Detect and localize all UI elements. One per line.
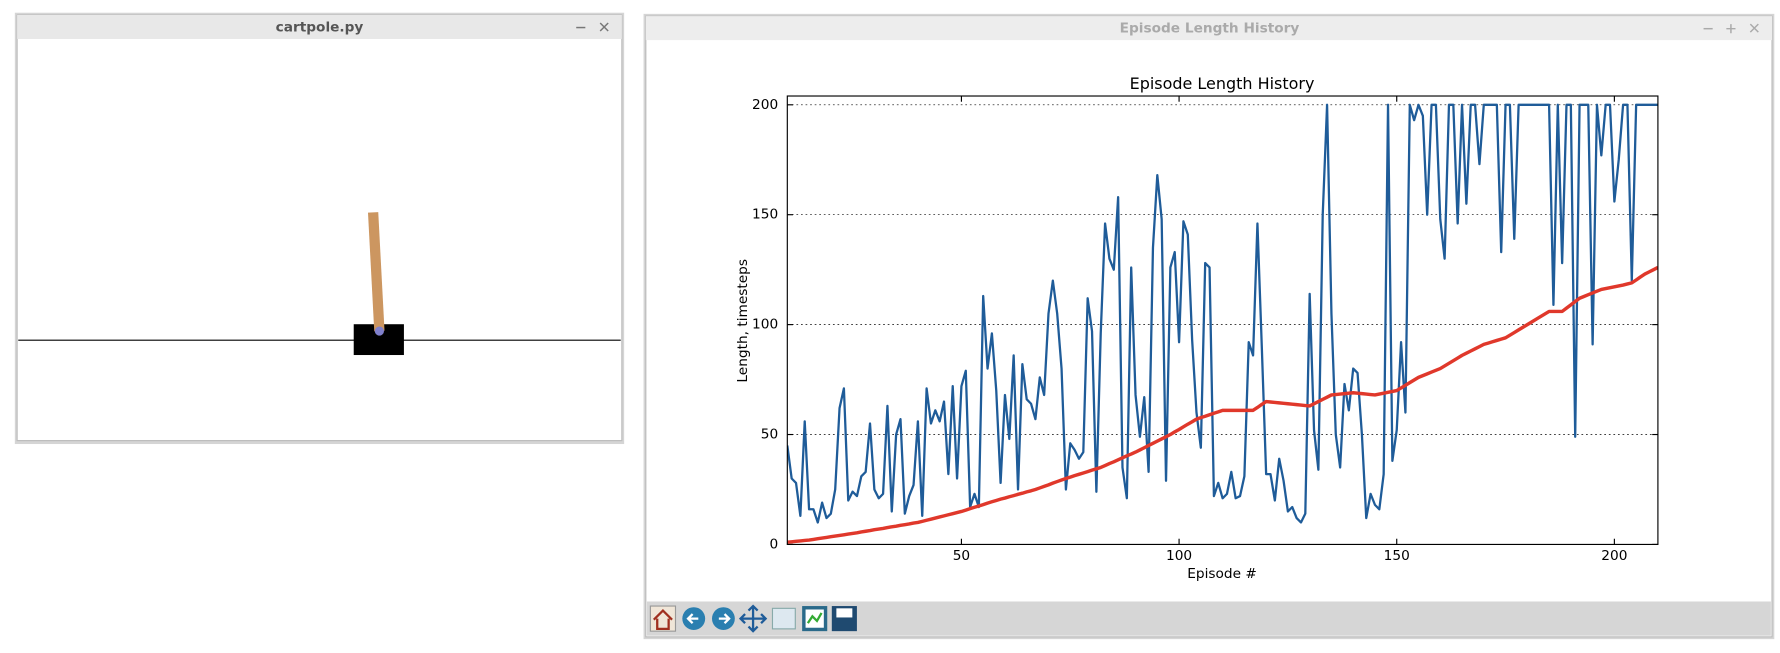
close-button[interactable] bbox=[1749, 23, 1759, 33]
x-tick-label: 200 bbox=[1601, 548, 1627, 564]
home-icon bbox=[653, 609, 673, 631]
series-line bbox=[787, 265, 1658, 544]
close-button[interactable] bbox=[599, 22, 609, 32]
y-tick-label: 200 bbox=[752, 97, 778, 113]
y-axis-label: Length, timesteps bbox=[735, 259, 751, 383]
window-title: cartpole.py bbox=[276, 20, 364, 36]
back-icon bbox=[686, 613, 699, 624]
window-title: Episode Length History bbox=[1120, 21, 1300, 37]
pan-button[interactable] bbox=[738, 604, 768, 633]
title-bar bbox=[17, 15, 622, 39]
window-frame bbox=[645, 15, 1773, 638]
chart: Episode Length History Episode # Length,… bbox=[735, 74, 1659, 582]
x-tick-label: 100 bbox=[1166, 548, 1192, 564]
y-tick-label: 50 bbox=[761, 427, 778, 443]
pole bbox=[367, 212, 385, 332]
y-tick-label: 100 bbox=[752, 317, 778, 333]
toolbar-buttons bbox=[649, 604, 857, 633]
y-tick-label: 150 bbox=[752, 207, 778, 223]
window-frame bbox=[16, 14, 623, 442]
series-line bbox=[787, 103, 1658, 524]
subplots-icon-line bbox=[806, 612, 823, 624]
forward-icon bbox=[718, 613, 731, 624]
plot-frame bbox=[786, 95, 1659, 546]
x-tick-label: 150 bbox=[1384, 548, 1410, 564]
x-axis-label: Episode # bbox=[1187, 566, 1257, 582]
axle bbox=[374, 326, 384, 336]
cartpole-window: cartpole.py bbox=[14, 12, 625, 445]
maximize-button[interactable] bbox=[1726, 24, 1736, 34]
chart-title: Episode Length History bbox=[1130, 74, 1315, 93]
zoom-button[interactable] bbox=[771, 607, 796, 630]
title-bar bbox=[645, 16, 1773, 41]
x-tick-label: 50 bbox=[953, 548, 970, 564]
y-tick-label: 0 bbox=[769, 536, 778, 552]
save-icon bbox=[836, 608, 853, 618]
